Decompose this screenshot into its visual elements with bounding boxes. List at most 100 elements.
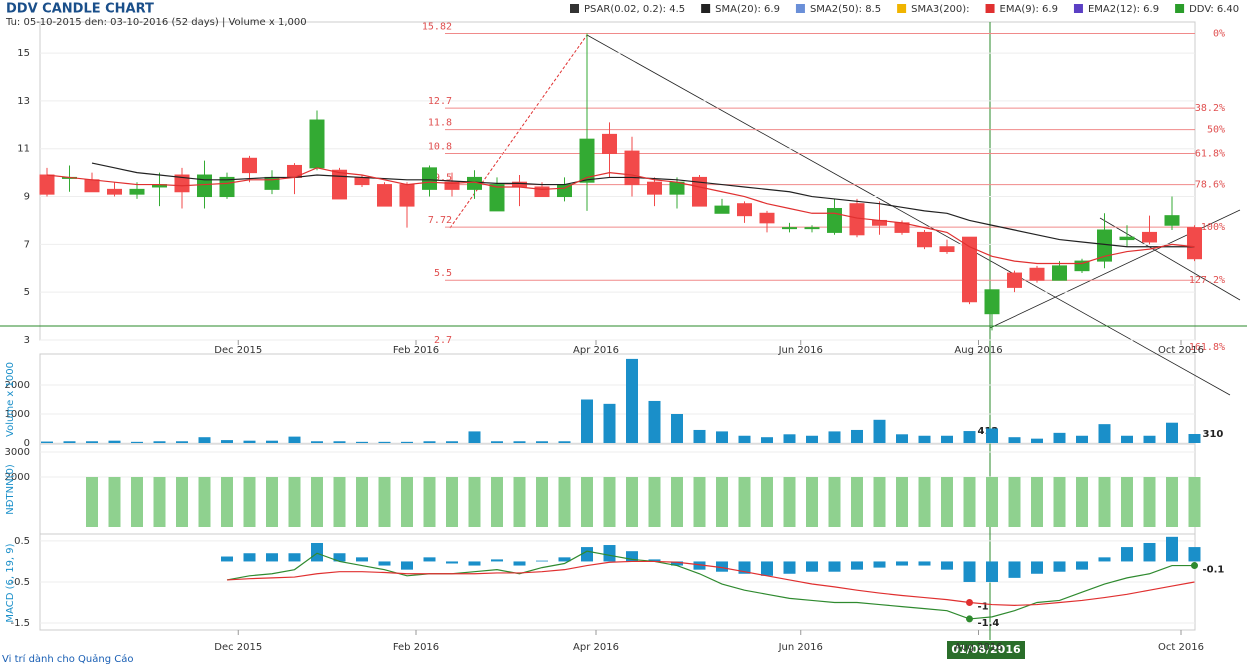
- bar: [1008, 561, 1021, 578]
- candle-body: [377, 184, 392, 207]
- bar: [716, 431, 728, 443]
- bar: [1076, 561, 1088, 570]
- bar: [131, 477, 143, 527]
- bar: [581, 477, 593, 527]
- bar: [963, 561, 976, 582]
- trend-line: [449, 34, 588, 229]
- bar: [671, 414, 683, 443]
- candle-body: [962, 236, 977, 303]
- bar: [513, 477, 526, 527]
- value-label: -0.1: [1203, 565, 1225, 576]
- bar: [1121, 435, 1133, 443]
- candle-body: [759, 212, 775, 224]
- bar: [221, 477, 233, 527]
- bar: [783, 434, 796, 443]
- bar: [693, 477, 706, 527]
- x-tick-label: Dec 2015: [214, 345, 262, 356]
- candle-body: [1142, 231, 1157, 243]
- y-axis-title: MACD (6, 19, 9): [5, 543, 16, 622]
- bar: [108, 440, 121, 443]
- x-tick-label: Oct 2016: [1158, 642, 1204, 653]
- bar: [1076, 477, 1088, 527]
- value-label: -1.4: [978, 618, 1000, 629]
- candle-body: [669, 181, 685, 195]
- candle-body: [737, 203, 752, 217]
- bar: [761, 437, 773, 443]
- bar: [356, 557, 368, 562]
- bar: [288, 436, 301, 443]
- y-axis-title: NĐTNN(0): [5, 464, 16, 515]
- bar: [1143, 542, 1156, 562]
- candle-body: [579, 138, 595, 183]
- bar: [401, 441, 413, 443]
- bar: [536, 477, 548, 527]
- y-tick-label: 2000: [5, 472, 30, 483]
- legend-label: PSAR(0.02, 0.2): 4.5: [584, 4, 685, 15]
- x-tick-label: Aug 2016: [954, 642, 1002, 653]
- bar: [288, 477, 301, 527]
- fib-percent: 50%: [1207, 125, 1225, 136]
- bar: [1188, 547, 1201, 562]
- bar: [761, 561, 773, 576]
- candle-body: [827, 207, 842, 233]
- lower-frame: [39, 353, 1196, 631]
- bar: [86, 477, 98, 527]
- bar: [378, 441, 391, 443]
- candle-body: [849, 203, 865, 236]
- bar: [1031, 438, 1043, 443]
- bar: [468, 477, 481, 527]
- candle-body: [84, 179, 100, 193]
- bar: [243, 477, 256, 527]
- y-tick-label: -0.5: [10, 577, 30, 588]
- bar: [1098, 477, 1111, 527]
- candle-body: [219, 176, 235, 198]
- bar: [468, 431, 481, 443]
- candle-body: [939, 246, 955, 253]
- bar: [1188, 434, 1201, 443]
- candle-body: [714, 205, 730, 214]
- bar: [828, 477, 841, 527]
- candle-body: [489, 184, 505, 212]
- bar: [941, 435, 953, 443]
- bar: [423, 557, 436, 562]
- legend-label: SMA2(50): 8.5: [810, 4, 881, 15]
- bar: [783, 561, 796, 574]
- bar: [851, 429, 863, 443]
- candle-body: [422, 167, 437, 190]
- legend-label: SMA3(200):: [911, 4, 969, 15]
- bar: [806, 477, 818, 527]
- x-tick-label: Apr 2016: [573, 345, 619, 356]
- bar: [266, 477, 278, 527]
- bar: [603, 545, 616, 562]
- bar: [558, 477, 571, 527]
- legend-label: EMA(9): 6.9: [1000, 4, 1058, 15]
- bar: [423, 441, 436, 443]
- candle-body: [647, 181, 662, 195]
- bar: [1166, 536, 1178, 562]
- bar: [513, 561, 526, 566]
- line: [226, 550, 1195, 620]
- bar: [1053, 477, 1066, 527]
- bar: [41, 441, 53, 443]
- fib-price: 11.8: [428, 118, 452, 129]
- bar: [221, 556, 233, 562]
- bar: [918, 435, 931, 443]
- candle-body: [354, 176, 370, 186]
- bar: [828, 431, 841, 443]
- bar: [288, 553, 301, 562]
- bar: [693, 561, 706, 570]
- y-tick-label: 0: [24, 438, 30, 449]
- candle-body: [602, 133, 617, 155]
- bar: [536, 441, 548, 443]
- bar: [941, 561, 953, 570]
- fib-percent: 0%: [1213, 28, 1225, 39]
- legend-label: SMA(20): 6.9: [715, 4, 780, 15]
- candle-body: [692, 176, 707, 207]
- bar: [333, 553, 346, 562]
- bar: [1166, 422, 1178, 443]
- y-axis-title: Volume x 1000: [5, 362, 16, 437]
- bar: [153, 441, 166, 443]
- bar: [446, 561, 458, 564]
- bar: [581, 547, 593, 562]
